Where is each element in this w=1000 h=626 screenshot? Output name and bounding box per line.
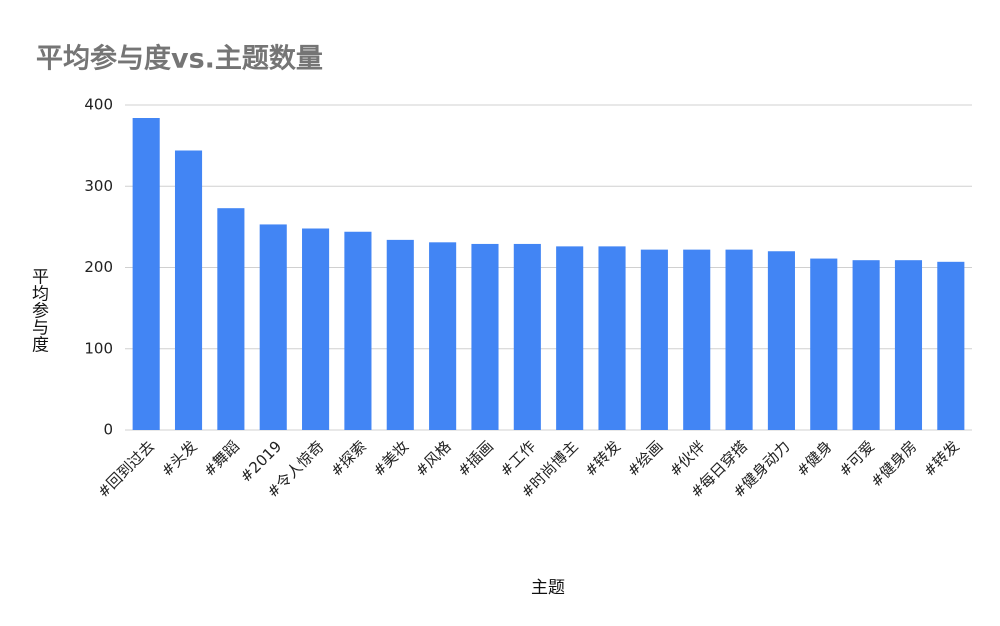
bar: [471, 243, 499, 430]
x-tick-label: #插画: [454, 437, 497, 480]
y-tick-label: 100: [84, 339, 113, 357]
bar: [810, 258, 838, 430]
y-axis-title: 平均参与度: [28, 268, 49, 353]
bar: [344, 231, 372, 430]
chart-title: 平均参与度vs.主题数量: [36, 43, 323, 75]
bar: [217, 208, 245, 430]
bar: [852, 260, 880, 430]
x-tick-label: #美妆: [369, 437, 412, 480]
x-tick-label: #探索: [327, 437, 370, 480]
x-tick-label: #转发: [581, 437, 624, 480]
bar: [598, 246, 626, 430]
y-tick-label: 400: [84, 96, 113, 114]
x-axis-title: 主题: [531, 578, 565, 598]
x-tick-label: #回到过去: [94, 437, 158, 501]
x-tick-label: #绘画: [624, 437, 667, 480]
x-tick-label: #头发: [158, 437, 201, 480]
bar: [767, 251, 795, 430]
x-tick-label: #健身: [793, 437, 836, 480]
bar: [132, 118, 160, 430]
y-tick-label: 0: [103, 421, 113, 439]
bar: [302, 228, 330, 430]
bar: [725, 249, 753, 430]
bar: [937, 261, 965, 430]
bar: [513, 243, 541, 430]
x-tick-label: #健身房: [867, 437, 920, 490]
y-tick-label: 300: [84, 177, 113, 195]
bar: [174, 150, 203, 430]
bar: [556, 246, 584, 430]
bar: [259, 224, 287, 430]
bar: [683, 249, 711, 430]
x-tick-label: #风格: [412, 437, 455, 480]
x-tick-label: #转发: [920, 437, 963, 480]
bar: [429, 242, 457, 430]
y-tick-label: 200: [84, 258, 113, 276]
bar: [894, 260, 923, 430]
bar: [386, 239, 414, 430]
bar: [640, 249, 668, 430]
